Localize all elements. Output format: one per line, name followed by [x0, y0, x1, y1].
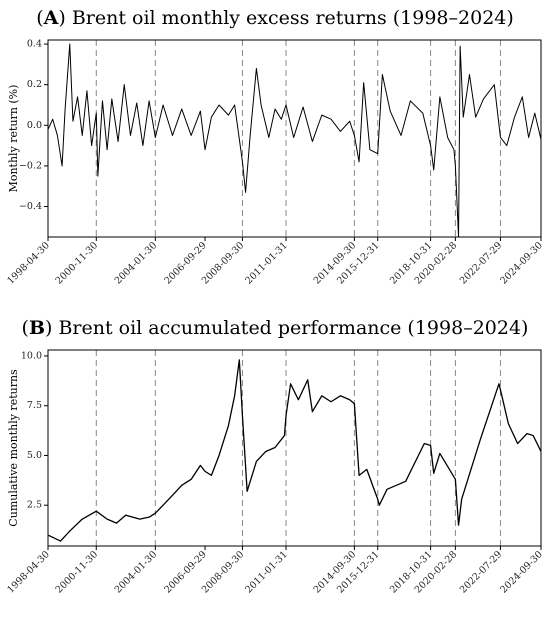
panel-a-series-line [47, 43, 542, 238]
panel-a-plot-frame [47, 39, 542, 238]
panel-b-y-tick-label: 7.5 [27, 400, 42, 411]
panel-b-title: (B) Brent oil accumulated performance (1… [22, 317, 529, 339]
panel-a-x-tick-label: 2011-01-31 [243, 240, 290, 287]
panel-b-letter: B [29, 317, 45, 339]
panel-a-x-tick-label: 2022-07-29 [458, 240, 505, 287]
panel-a-y-tick-label: 0.2 [27, 79, 42, 90]
panel-b-x-tick-label: 2011-01-31 [243, 549, 290, 596]
panel-b-y-tick-label: 2.5 [27, 500, 42, 511]
panel-a-y-axis-label: Monthly return (%) [7, 85, 20, 193]
panel-b-y-tick-label: 10.0 [21, 350, 42, 361]
panel-a: (A) Brent oil monthly excess returns (19… [5, 7, 545, 287]
panel-a-y-tick-label: −0.2 [19, 160, 42, 171]
panel-b-x-tick-label: 1998-04-30 [5, 549, 52, 596]
panel-a-y-tick-label: −0.4 [19, 201, 42, 212]
panel-a-x-tick-label: 2024-09-30 [498, 240, 545, 287]
panel-a-x-tick-label: 2004-01-30 [113, 240, 160, 287]
panel-a-x-tick-label: 2000-11-30 [54, 240, 101, 287]
panel-b-y-axis-label: Cumulative monthly returns [7, 369, 20, 527]
panel-b-x-tick-label: 2022-07-29 [458, 549, 505, 596]
panel-a-title: (A) Brent oil monthly excess returns (19… [36, 7, 514, 29]
panel-b-x-tick-label: 2024-09-30 [498, 549, 545, 596]
panel-a-letter: A [43, 7, 59, 29]
panel-b-plot-frame [47, 349, 542, 547]
panel-b-title-text: Brent oil accumulated performance (1998–… [58, 317, 528, 339]
panel-b-x-tick-label: 2004-01-30 [113, 549, 160, 596]
panel-a-x-tick-label: 1998-04-30 [5, 240, 52, 287]
panel-b: (B) Brent oil accumulated performance (1… [5, 317, 545, 596]
panel-a-y-tick-label: 0.0 [27, 120, 42, 131]
panel-b-x-tick-label: 2000-11-30 [54, 549, 101, 596]
panel-b-series-line [47, 359, 542, 542]
panel-a-y-tick-label: 0.4 [27, 39, 42, 50]
panel-b-y-tick-label: 5.0 [27, 450, 42, 461]
panel-a-title-text: Brent oil monthly excess returns (1998–2… [72, 7, 514, 29]
